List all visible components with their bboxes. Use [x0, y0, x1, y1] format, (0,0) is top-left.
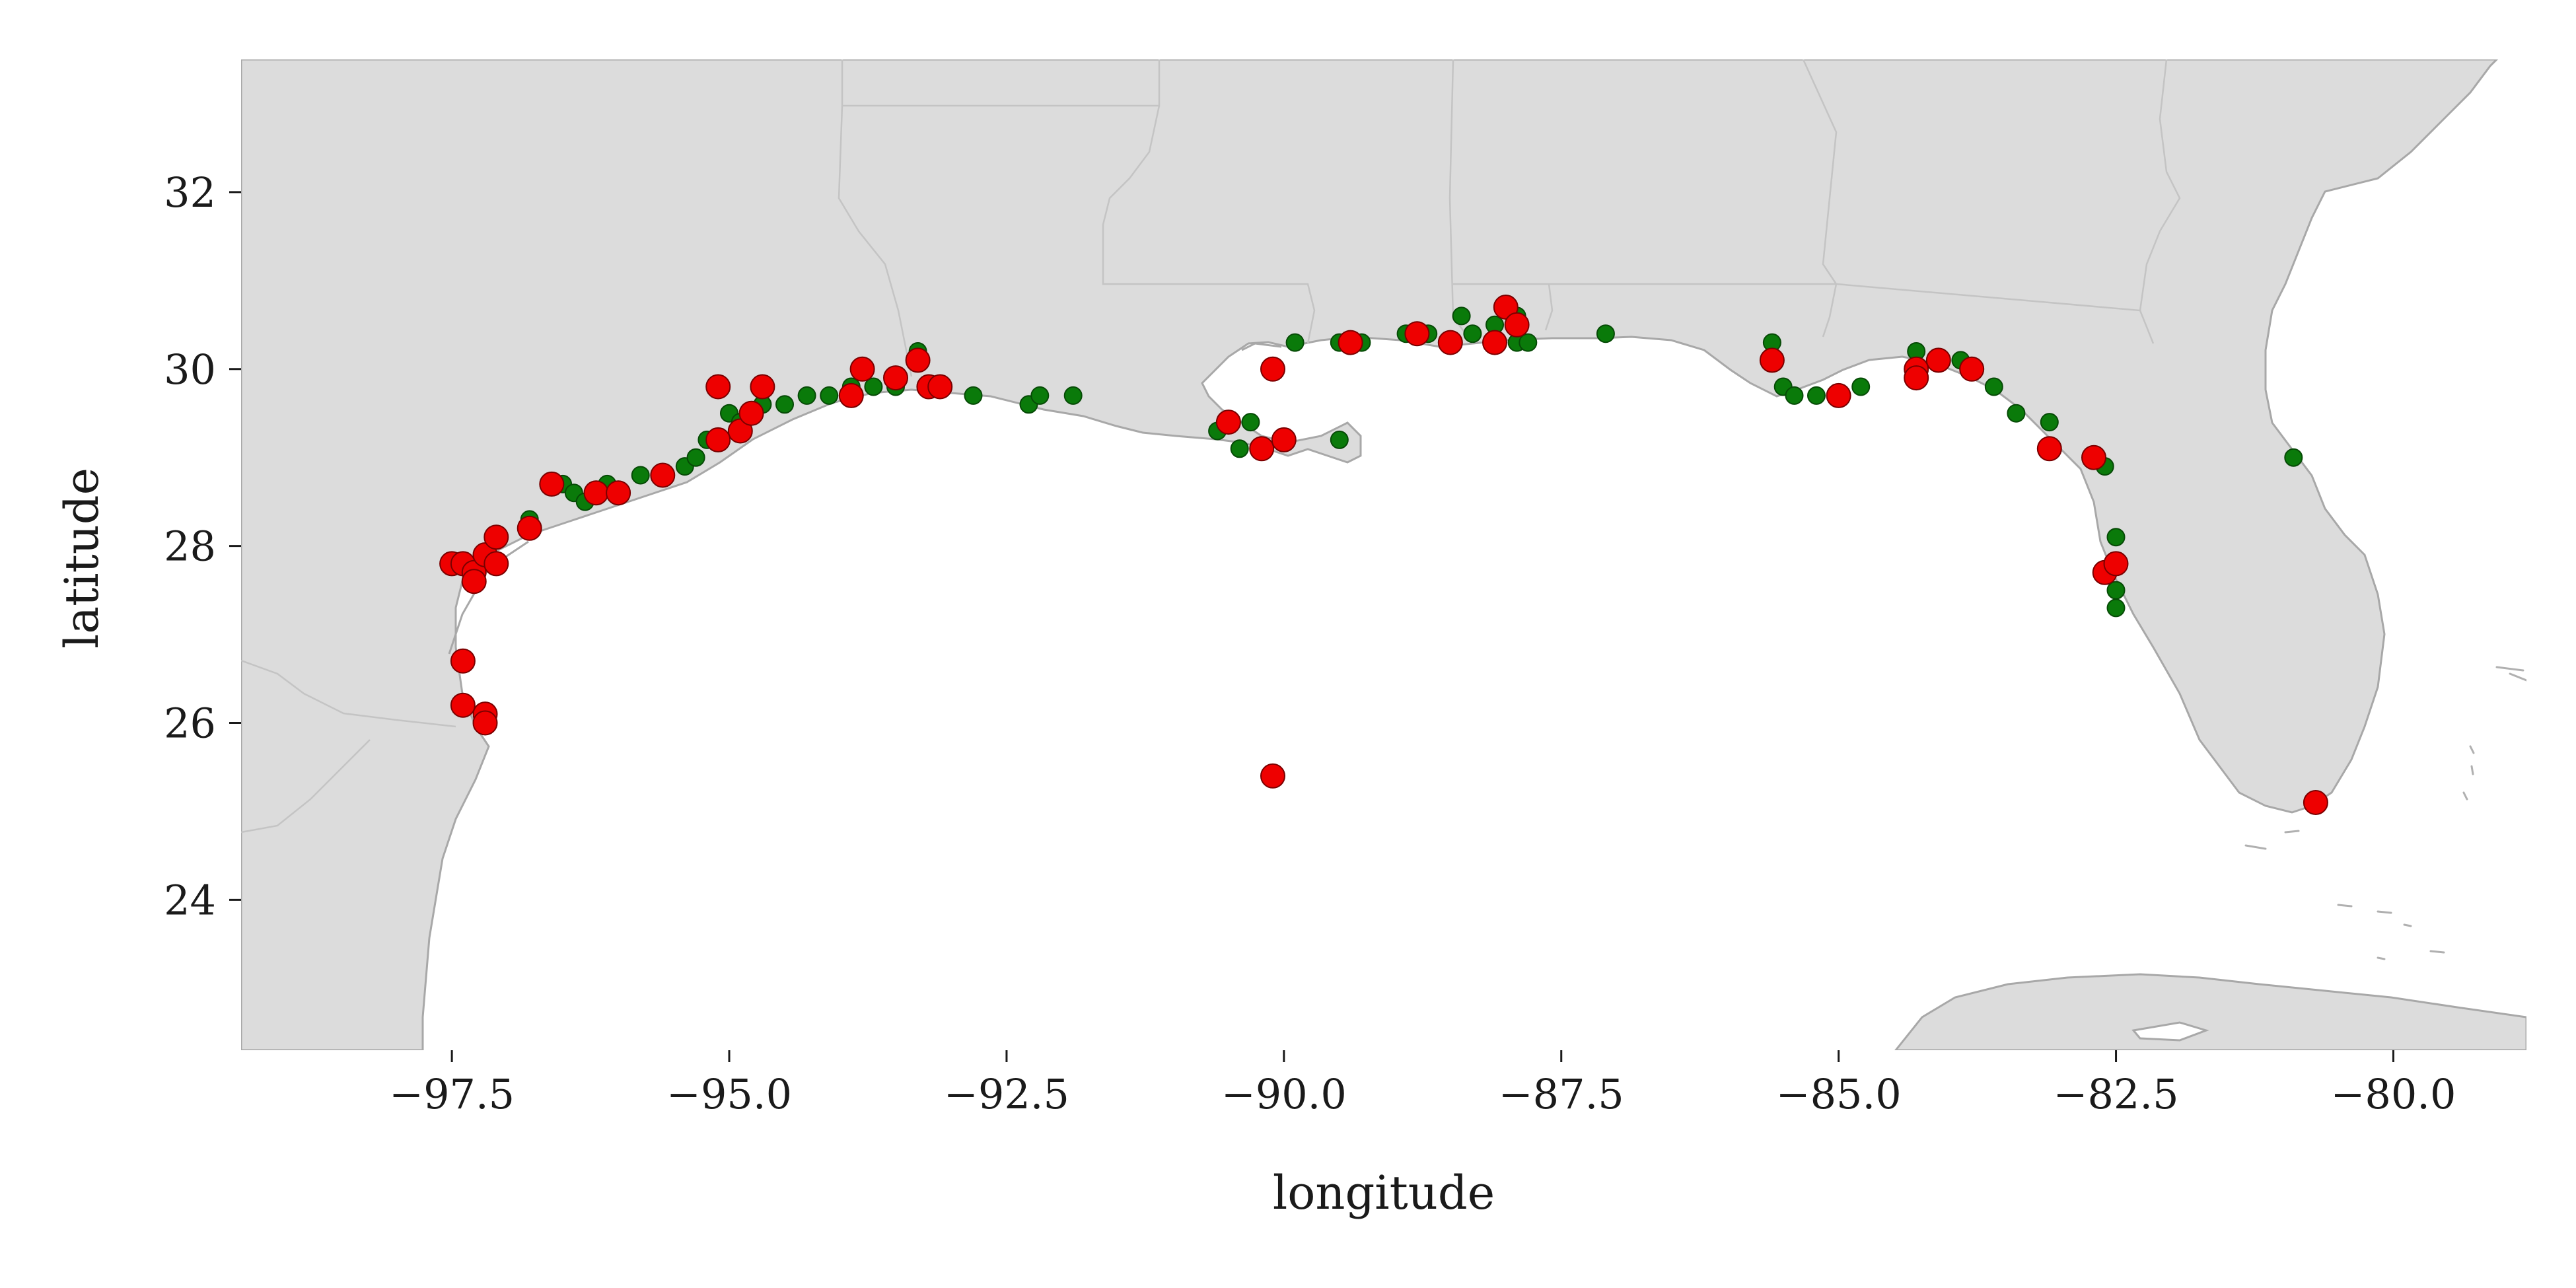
- red-point: [539, 471, 565, 497]
- red-point: [1260, 356, 1285, 382]
- keys-dots: [2244, 666, 2526, 960]
- green-point: [1519, 333, 1538, 352]
- x-tick-label: −87.5: [1499, 1070, 1624, 1118]
- y-axis-label: latitude: [55, 468, 109, 649]
- green-point: [1285, 333, 1305, 352]
- red-point: [517, 515, 542, 541]
- red-point: [738, 400, 764, 426]
- red-point: [450, 648, 476, 674]
- green-point: [2106, 598, 2126, 618]
- red-point: [1249, 436, 1275, 462]
- red-point: [849, 356, 875, 382]
- green-point: [1230, 439, 1249, 458]
- red-point: [450, 692, 476, 718]
- green-point: [1063, 386, 1083, 405]
- green-point: [1984, 377, 2003, 396]
- red-point: [1959, 356, 1985, 382]
- red-point: [2081, 445, 2106, 470]
- red-point: [1826, 382, 1851, 408]
- island-pine: [2131, 1021, 2209, 1042]
- series-red-points: [439, 295, 2328, 815]
- series-green-points: [520, 306, 2303, 618]
- green-point: [864, 377, 883, 396]
- red-point: [650, 462, 676, 488]
- x-axis: −97.5 −95.0 −92.5 −90.0 −87.5 −85.0 −82.5 −80.0: [389, 1050, 2456, 1118]
- red-point: [1504, 312, 1530, 338]
- green-point: [1030, 386, 1050, 405]
- x-tick-label: −82.5: [2054, 1070, 2179, 1118]
- green-point: [1785, 386, 1804, 405]
- red-point: [583, 480, 609, 506]
- red-point: [2103, 551, 2129, 577]
- green-point: [1463, 324, 1482, 343]
- y-axis: 24 26 28 30 32: [164, 168, 241, 924]
- x-tick-label: −90.0: [1221, 1070, 1347, 1118]
- green-point: [1330, 430, 1349, 449]
- x-tick-label: −92.5: [944, 1070, 1069, 1118]
- red-point: [483, 551, 509, 577]
- y-tick-label: 24: [164, 876, 216, 924]
- red-point: [1404, 321, 1430, 347]
- green-point: [797, 386, 816, 405]
- green-point: [2007, 404, 2026, 423]
- green-point: [686, 448, 705, 467]
- red-point: [905, 347, 931, 373]
- basemap: [241, 59, 2526, 1050]
- red-point: [461, 569, 487, 594]
- green-point: [2040, 413, 2059, 432]
- red-point: [1437, 330, 1463, 355]
- y-tick-label: 30: [164, 345, 216, 394]
- land-cuba: [1894, 973, 2526, 1050]
- green-point: [2106, 528, 2126, 547]
- red-point: [606, 480, 631, 506]
- green-point: [631, 466, 650, 485]
- red-point: [2036, 436, 2062, 462]
- green-point: [775, 395, 794, 414]
- red-point: [705, 374, 731, 400]
- green-point: [1241, 413, 1260, 432]
- red-point: [1338, 330, 1363, 355]
- red-point: [1271, 427, 1297, 452]
- red-point: [705, 427, 731, 452]
- red-point: [883, 365, 908, 391]
- red-point: [838, 382, 864, 408]
- y-tick-label: 28: [164, 522, 216, 571]
- red-point: [2303, 790, 2328, 815]
- red-point: [750, 374, 775, 400]
- red-point: [1925, 347, 1951, 373]
- red-point: [483, 524, 509, 550]
- green-point: [1807, 386, 1826, 405]
- data-points: [439, 295, 2328, 815]
- x-tick-label: −80.0: [2330, 1070, 2456, 1118]
- y-tick-label: 32: [164, 168, 216, 217]
- green-point: [1851, 377, 1871, 396]
- x-tick-label: −85.0: [1776, 1070, 1902, 1118]
- red-point: [1215, 410, 1241, 435]
- x-tick-label: −97.5: [389, 1070, 515, 1118]
- red-point: [927, 374, 953, 400]
- y-tick-label: 26: [164, 699, 216, 747]
- green-point: [964, 386, 983, 405]
- coast-strip-louisiana: [1241, 342, 1282, 351]
- x-tick-label: −95.0: [666, 1070, 792, 1118]
- green-point: [820, 386, 839, 405]
- red-point: [472, 710, 498, 736]
- red-point: [1759, 347, 1785, 373]
- green-point: [2284, 448, 2303, 467]
- red-point: [1482, 330, 1507, 355]
- red-point: [1904, 365, 1929, 391]
- green-point: [1596, 324, 1615, 343]
- state-borders: [241, 59, 2181, 834]
- green-point: [2106, 581, 2126, 600]
- green-point: [1452, 306, 1471, 326]
- red-point: [1260, 763, 1285, 789]
- x-axis-label: longitude: [1273, 1166, 1495, 1220]
